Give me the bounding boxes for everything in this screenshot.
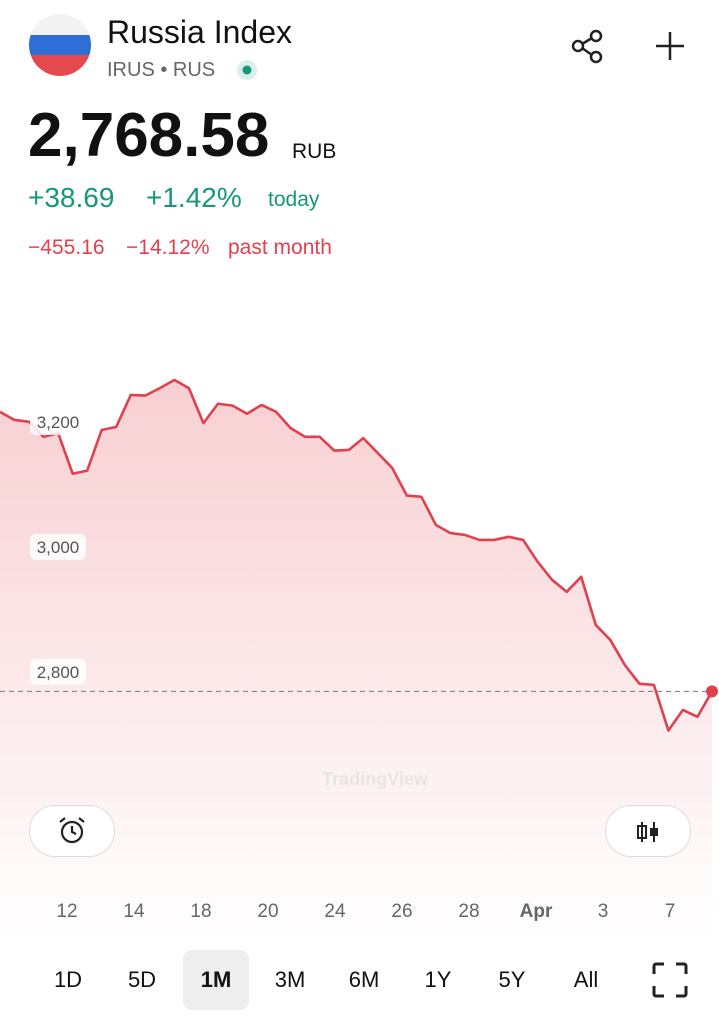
currency: RUB [292,140,337,163]
range-bar: 1D 5D 1M 3M 6M 1Y 5Y All [0,948,719,1012]
icons [29,14,684,80]
period: today [268,188,320,211]
change-pct: −14.12% [126,236,210,259]
flag [29,14,91,76]
x-tick-label: 28 [458,901,479,922]
x-tick-label: 18 [190,901,211,922]
range-button[interactable]: 1M [183,950,249,1010]
period: past month [228,236,332,259]
y-tick-label: 2,800 [37,663,80,682]
x-tick-label: 14 [123,901,145,922]
last-point [706,685,718,698]
price-line-series [0,378,714,732]
watermark: TradingView [322,769,429,789]
ticker: IRUS • RUS [107,59,216,81]
range-button[interactable]: 1Y [424,967,452,992]
fullscreen-icon[interactable] [650,960,690,1000]
x-tick-label: Apr [520,901,553,922]
range-button[interactable]: 1D [53,967,83,992]
alert-icon [59,817,85,844]
x-tick-label: 20 [257,901,278,922]
area [0,379,712,941]
alert-button[interactable] [29,805,115,857]
x-tick-label: 12 [56,901,77,922]
candle-icon [637,822,658,842]
x-tick-label: 3 [598,901,609,922]
x-tick-label: 7 [665,901,676,922]
title: Russia Index [107,14,292,50]
add-icon[interactable] [656,32,684,60]
y-tick-label: 3,000 [37,538,80,557]
y-tick [30,533,86,560]
range-button[interactable]: 5D [127,967,157,992]
range-button[interactable]: 6M [348,967,380,992]
status-dot-inner [242,65,252,75]
change: +38.69 [28,182,115,213]
change: −455.16 [28,236,105,259]
share-icon[interactable] [571,29,603,64]
change-pct: +1.42% [146,182,242,213]
y-tick [30,658,86,685]
range-button[interactable]: 3M [274,967,306,992]
x-tick-label: 26 [391,901,412,922]
chart-type-button[interactable] [605,805,691,857]
range-button[interactable]: 5Y [498,967,526,992]
price: 2,768.58 [28,101,270,170]
y-tick-label: 3,200 [37,413,80,432]
y-tick [30,408,86,435]
range-button[interactable]: All [573,967,599,992]
x-tick-label: 24 [324,901,346,922]
